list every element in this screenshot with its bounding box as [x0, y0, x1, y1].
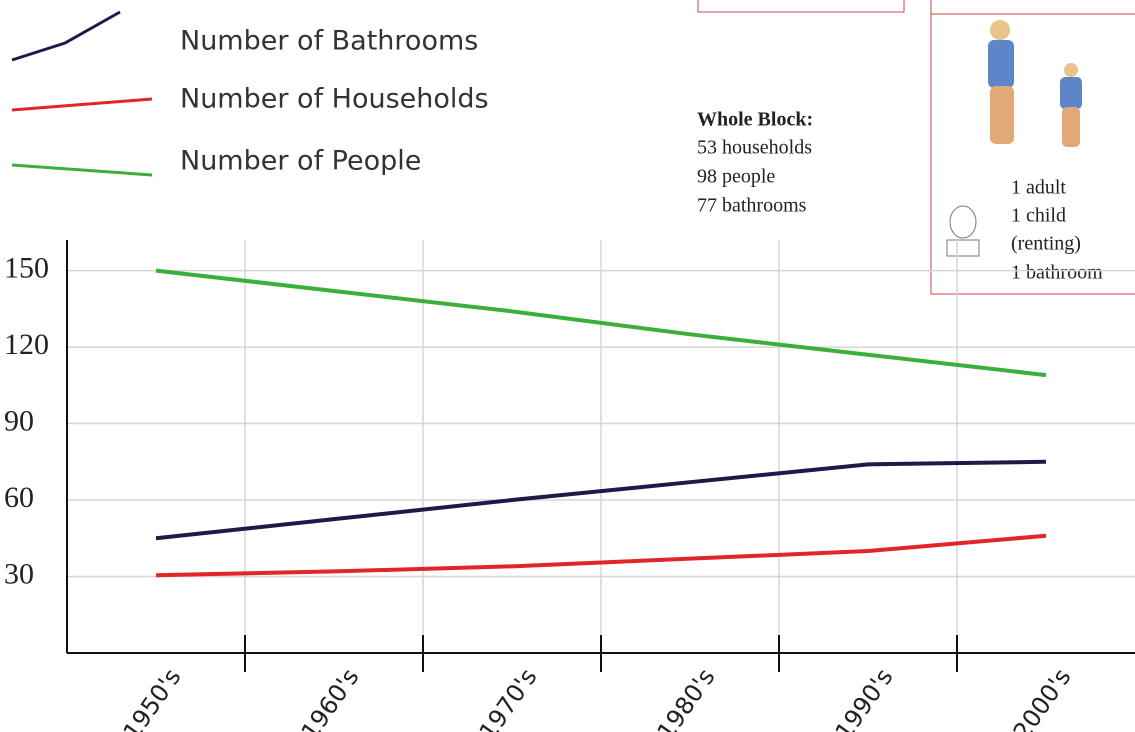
note-title: Whole Block: [697, 109, 813, 131]
card-line: (renting) [1011, 233, 1081, 255]
series-line [155, 533, 1047, 578]
legend-label: Number of Bathrooms [180, 26, 478, 57]
y-tick-label: 30 [4, 557, 34, 590]
note-line: 53 households [697, 137, 812, 159]
y-tick-label: 120 [4, 328, 49, 361]
card-line: 1 adult [1011, 177, 1066, 199]
figure-adult [988, 20, 1014, 144]
legend-swatch [11, 163, 153, 177]
note-line: 98 people [697, 166, 775, 188]
x-tick-label: 1980's [652, 663, 721, 732]
y-tick-label: 90 [4, 404, 34, 437]
legend-swatch [11, 97, 153, 112]
figure-child [1060, 63, 1082, 147]
legend-label: Number of People [180, 146, 421, 177]
series-line [155, 268, 1047, 378]
x-tick-label: 1950's [118, 663, 187, 732]
series-line [155, 459, 1047, 541]
x-tick-label: 2000's [1008, 663, 1077, 732]
card-box [930, 0, 1135, 15]
y-tick-label: 60 [4, 481, 34, 514]
legend-label: Number of Households [180, 84, 489, 115]
card-box [697, 0, 905, 13]
person-icon [946, 205, 980, 257]
note-line: 77 bathrooms [697, 195, 807, 217]
legend-swatch [11, 10, 121, 62]
card-box [930, 13, 1135, 295]
x-tick-label: 1960's [296, 663, 365, 732]
x-tick-label: 1990's [830, 663, 899, 732]
plot: 30 60 90 120 150 1950's 1960's 1970's 1980's 1990… [4, 240, 1135, 732]
x-tick-label: 1970's [474, 663, 543, 732]
y-tick-label: 150 [4, 251, 49, 284]
card-line: 1 child [1011, 205, 1066, 227]
card-line: 1 bathroom [1011, 262, 1103, 284]
